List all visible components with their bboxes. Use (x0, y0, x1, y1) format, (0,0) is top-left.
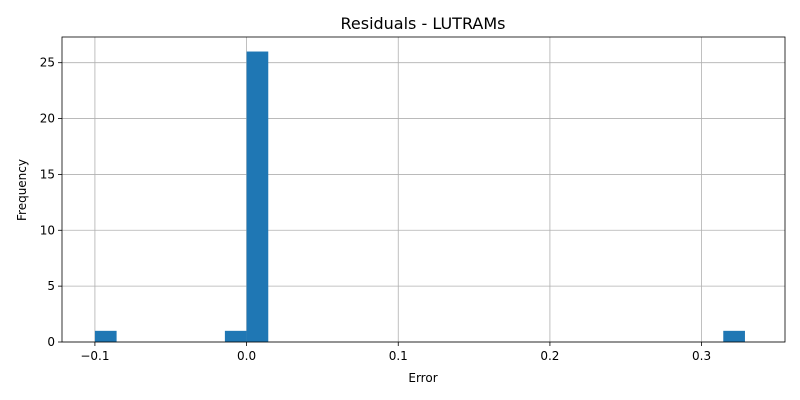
bars (94, 51, 745, 343)
histogram-bar-0 (94, 330, 117, 342)
x-axis-ticks: −0.1 0.0 0.1 0.2 0.3 (80, 342, 711, 363)
x-tick-label-3: 0.2 (540, 349, 559, 363)
plot-frame (61, 36, 786, 343)
y-tick-label-4: 20 (40, 112, 55, 126)
histogram-bar-3 (723, 330, 745, 342)
y-tick-label-2: 10 (40, 223, 55, 237)
histogram-bar-1 (224, 330, 247, 342)
x-tick-label-0: −0.1 (80, 349, 109, 363)
y-tick-label-5: 25 (40, 56, 55, 70)
chart-title: Residuals - LUTRAMs (340, 14, 505, 33)
y-tick-label-3: 15 (40, 167, 55, 181)
y-axis-label: Frequency (15, 159, 29, 221)
histogram-bar-2 (246, 51, 269, 343)
x-tick-label-4: 0.3 (692, 349, 711, 363)
x-tick-label-2: 0.1 (389, 349, 408, 363)
y-tick-label-0: 0 (47, 335, 55, 349)
y-tick-label-1: 5 (47, 279, 55, 293)
x-axis-label: Error (408, 371, 437, 385)
y-axis-ticks: 0 5 10 15 20 25 (40, 56, 62, 349)
x-tick-label-1: 0.0 (237, 349, 256, 363)
